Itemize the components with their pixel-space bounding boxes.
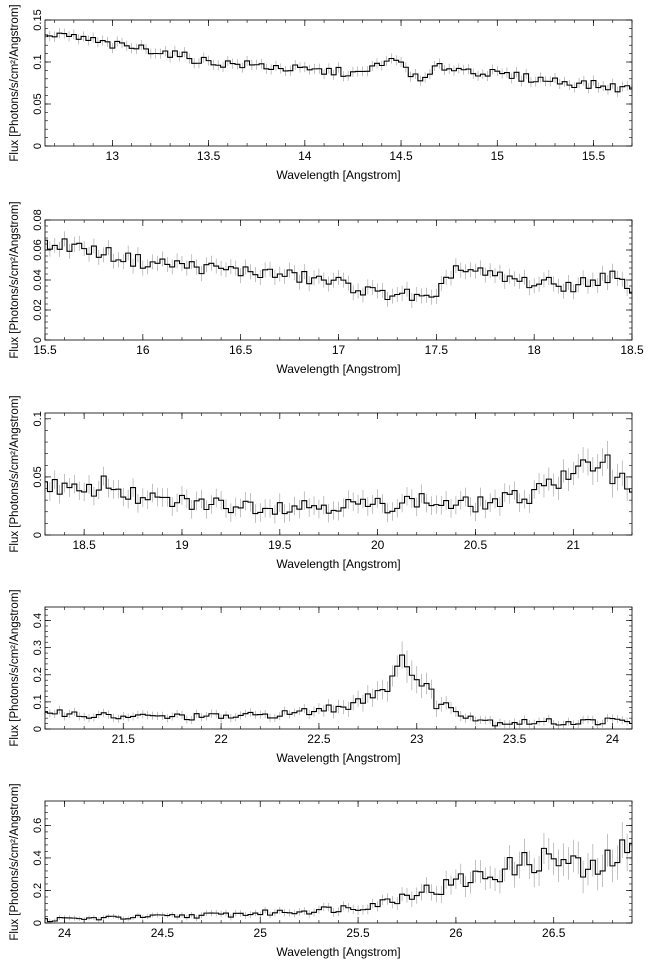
x-tick-label: 24.5 (151, 926, 175, 940)
y-tick-label: 0.05 (32, 93, 44, 114)
spectrum-series-line (45, 32, 632, 93)
y-tick-label: 0 (32, 726, 44, 732)
y-tick-label: 0.1 (32, 694, 44, 709)
x-tick-label: 14.5 (389, 149, 413, 163)
y-tick-label: 0.6 (32, 818, 44, 833)
y-tick-label: 0.15 (32, 9, 44, 30)
y-tick-label: 0.3 (32, 640, 44, 655)
y-tick-label: 0.1 (32, 54, 44, 69)
x-tick-label: 18.5 (620, 343, 644, 357)
x-tick-label: 17.5 (425, 343, 449, 357)
y-tick-label: 0.4 (32, 613, 44, 628)
x-tick-label: 24 (606, 732, 620, 746)
chart-panel-4: 21.5 22 22.5 23 23.5 24 0 0.1 0.2 0.3 0.4 Wavelengt… (9, 589, 633, 765)
x-tick-label: 13 (106, 149, 120, 163)
y-tick-label: 0 (32, 920, 44, 926)
y-axis-label: Flux [Photons/s/cm²/Angstrom] (9, 395, 21, 552)
x-tick-label: 16.5 (229, 343, 253, 357)
y-tick-label: 0.06 (32, 239, 44, 260)
x-tick-label: 13.5 (197, 149, 221, 163)
y-tick-label: 0.1 (32, 411, 44, 426)
x-tick-label: 24 (58, 926, 72, 940)
y-tick-label: 0 (32, 337, 44, 343)
x-axis-label: Wavelength [Angstrom] (276, 168, 400, 182)
x-tick-label: 23.5 (503, 732, 527, 746)
x-axis-label: Wavelength [Angstrom] (276, 945, 400, 959)
y-tick-label: 0.4 (32, 850, 44, 865)
error-bars (44, 28, 633, 97)
y-axis-label: Flux [Photons/s/cm²/Angstrom] (9, 589, 21, 746)
y-tick-label: 0 (32, 532, 44, 538)
y-tick-label: 0.2 (32, 667, 44, 682)
chart-panel-2: 15.5 16 16.5 17 17.5 18 18.5 0 0.02 0.04 0.06 0.08 W… (9, 201, 644, 376)
y-axis-label: Flux [Photons/s/cm²/Angstrom] (9, 783, 21, 940)
x-tick-label: 16 (136, 343, 150, 357)
x-axis-label: Wavelength [Angstrom] (276, 362, 400, 376)
chart-panel-5: 24 24.5 25 25.5 26 26.5 0 0.2 0.4 0.6 Wavelength [… (9, 783, 633, 959)
y-tick-label: 0 (32, 143, 44, 149)
y-axis-label: Flux [Photons/s/cm²/Angstrom] (9, 4, 21, 161)
spectrum-series-line (45, 839, 632, 923)
x-tick-label: 19.5 (268, 538, 292, 552)
x-tick-label: 25 (254, 926, 268, 940)
y-tick-label: 0.02 (32, 299, 44, 320)
x-tick-label: 21.5 (112, 732, 136, 746)
spectrum-series-line (45, 654, 632, 727)
x-tick-label: 20 (371, 538, 385, 552)
x-tick-label: 15 (491, 149, 505, 163)
x-tick-label: 26 (449, 926, 463, 940)
x-tick-label: 18.5 (72, 538, 96, 552)
chart-panel-1: 13 13.5 14 14.5 15 15.5 0 0.05 0.1 0.15 Wavelength… (9, 4, 633, 182)
x-tick-label: 25.5 (346, 926, 370, 940)
x-tick-label: 14 (298, 149, 312, 163)
y-tick-label: 0.05 (32, 466, 44, 487)
x-axis-label: Wavelength [Angstrom] (276, 751, 400, 765)
x-tick-label: 23 (410, 732, 424, 746)
spectrum-series-line (45, 454, 632, 515)
error-bars (44, 822, 633, 923)
chart-panel-3: 18.5 19 19.5 20 20.5 21 0 0.05 0.1 Wavelength [An… (9, 395, 633, 571)
y-tick-label: 0.04 (32, 269, 44, 290)
x-tick-label: 20.5 (464, 538, 488, 552)
x-tick-label: 22.5 (307, 732, 331, 746)
x-tick-label: 22 (214, 732, 228, 746)
x-tick-label: 21 (567, 538, 581, 552)
error-bars (44, 641, 633, 729)
spectrum-series-line (45, 238, 632, 301)
y-tick-label: 0.08 (32, 209, 44, 230)
y-axis-label: Flux [Photons/s/cm²/Angstrom] (9, 201, 21, 358)
x-tick-label: 26.5 (542, 926, 566, 940)
x-tick-label: 15.5 (33, 343, 57, 357)
x-tick-label: 17 (332, 343, 346, 357)
plot-frame (44, 19, 633, 147)
x-tick-label: 19 (175, 538, 189, 552)
error-bars (44, 231, 633, 308)
y-tick-label: 0.2 (32, 883, 44, 898)
x-axis-label: Wavelength [Angstrom] (276, 557, 400, 571)
x-tick-label: 18 (527, 343, 541, 357)
x-tick-label: 15.5 (582, 149, 606, 163)
